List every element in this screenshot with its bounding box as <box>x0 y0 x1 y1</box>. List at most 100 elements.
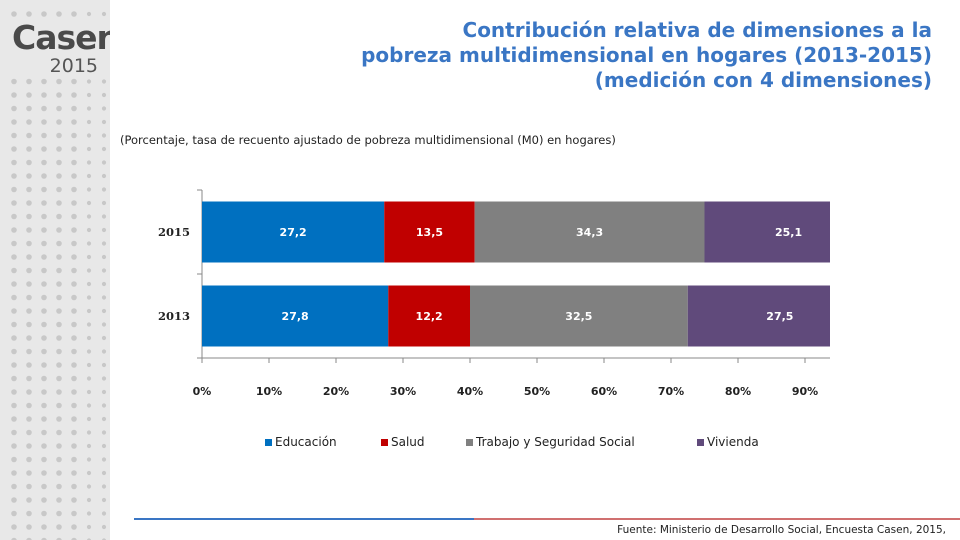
dot <box>11 483 17 490</box>
dot <box>41 254 47 260</box>
dot <box>101 254 107 260</box>
dot <box>41 402 47 409</box>
dot <box>26 416 32 422</box>
dot <box>71 200 77 206</box>
dot <box>86 106 92 111</box>
legend-swatch <box>697 439 704 446</box>
dot <box>26 537 32 540</box>
dot <box>11 119 17 125</box>
dot <box>41 186 47 193</box>
dot <box>86 295 92 300</box>
dot <box>71 375 77 382</box>
footer-divider-red <box>474 518 960 520</box>
sidebar-panel: Casen 2015 <box>0 0 110 540</box>
dot <box>11 389 17 395</box>
dot <box>56 335 62 341</box>
dot <box>41 240 47 247</box>
dot <box>56 470 62 476</box>
dot <box>101 92 107 98</box>
dot <box>41 362 47 368</box>
dot <box>101 430 107 435</box>
legend-label: Salud <box>391 435 425 449</box>
data-label: 34,3 <box>576 226 603 239</box>
dot <box>41 78 47 85</box>
dot <box>86 335 92 341</box>
bar-segment <box>202 201 385 263</box>
dot <box>101 214 107 219</box>
title-line-3: (medición con 4 dimensiones) <box>594 68 932 92</box>
dot <box>71 267 77 274</box>
dot <box>41 92 47 98</box>
dot <box>71 132 77 139</box>
dot <box>86 362 92 368</box>
dot <box>41 213 47 220</box>
dot <box>11 375 17 382</box>
dot <box>41 200 47 206</box>
dot <box>71 429 77 436</box>
dot <box>26 159 32 166</box>
dot <box>86 457 92 462</box>
chart-subtitle: (Porcentaje, tasa de recuento ajustado d… <box>120 133 616 147</box>
dot <box>86 524 92 530</box>
dot <box>11 497 17 503</box>
dot <box>101 119 107 125</box>
dot <box>41 510 47 517</box>
dot <box>71 281 77 287</box>
dot <box>56 132 62 139</box>
dot <box>71 308 77 314</box>
dot <box>26 132 32 139</box>
page-title: Contribución relativa de dimensiones a l… <box>292 18 932 93</box>
dot <box>71 470 77 476</box>
dot <box>26 240 32 247</box>
dot <box>101 497 107 503</box>
dot <box>86 214 92 219</box>
dot <box>101 349 107 354</box>
dot <box>11 456 17 463</box>
dot <box>11 92 17 98</box>
dot <box>26 348 32 355</box>
x-tick-label: 10% <box>256 385 282 398</box>
dot <box>26 470 32 476</box>
dot <box>26 483 32 490</box>
dot <box>26 308 32 314</box>
dot <box>56 200 62 206</box>
dot <box>56 105 62 112</box>
dot <box>101 484 107 489</box>
dot <box>56 213 62 220</box>
dot <box>26 443 32 449</box>
bar-segment <box>384 201 475 263</box>
bar-segment <box>202 285 389 347</box>
dot <box>26 227 32 233</box>
dot <box>26 294 32 301</box>
dot <box>71 173 77 179</box>
x-tick-label: 60% <box>591 385 617 398</box>
dot <box>26 375 32 382</box>
dot <box>11 105 17 112</box>
dot <box>71 443 77 449</box>
dot <box>71 159 77 166</box>
dot <box>101 457 107 462</box>
dot <box>101 295 107 300</box>
dot <box>86 376 92 381</box>
dot <box>56 416 62 422</box>
dot <box>86 430 92 435</box>
dot <box>71 389 77 395</box>
dot <box>26 267 32 274</box>
dot <box>71 497 77 503</box>
dot <box>11 227 17 233</box>
dot <box>56 240 62 247</box>
category-label: 2013 <box>158 309 190 323</box>
dot <box>56 281 62 287</box>
data-label: 27,5 <box>766 310 793 323</box>
dot <box>101 308 107 314</box>
x-tick-label: 50% <box>524 385 550 398</box>
dot <box>11 159 17 166</box>
logo-name: Casen <box>12 18 110 57</box>
legend-label: Educación <box>275 435 337 449</box>
dot <box>41 159 47 166</box>
dot <box>56 294 62 301</box>
dot <box>26 497 32 503</box>
legend-swatch <box>265 439 272 446</box>
dot <box>11 11 17 17</box>
dot <box>11 173 17 179</box>
